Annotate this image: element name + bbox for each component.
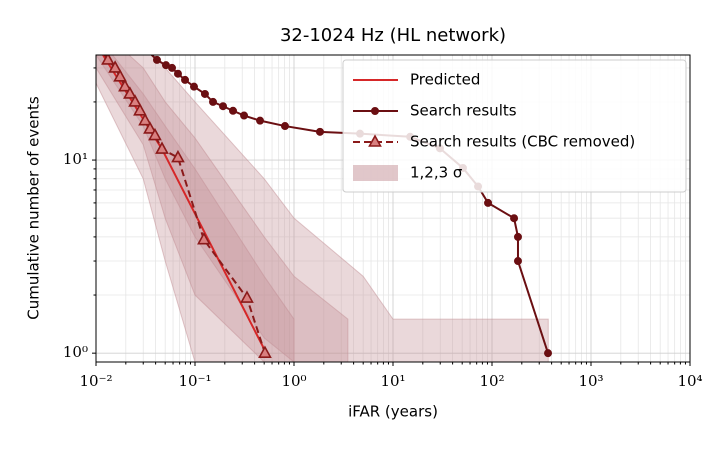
data-point bbox=[240, 290, 254, 303]
data-point bbox=[544, 349, 553, 358]
legend: Predicted Search results Search results (C… bbox=[342, 59, 687, 193]
data-point bbox=[228, 106, 237, 115]
x-tick-label: 10⁻² bbox=[79, 372, 112, 390]
y-tick-label: 10¹ bbox=[63, 150, 88, 168]
legend-label: 1,2,3 σ bbox=[410, 164, 463, 182]
data-point bbox=[152, 55, 161, 64]
data-point bbox=[155, 141, 169, 154]
data-point bbox=[189, 82, 198, 91]
data-point bbox=[148, 127, 162, 141]
data-point bbox=[143, 121, 157, 134]
data-point bbox=[219, 102, 228, 111]
data-point bbox=[118, 78, 132, 92]
data-point bbox=[197, 232, 211, 245]
data-point bbox=[173, 69, 182, 78]
axes: 10⁻² 10⁻¹ 10⁰ 10¹ 10² 10³ 10⁴ 10⁰ 10¹ bbox=[63, 67, 703, 390]
data-point bbox=[200, 89, 209, 98]
data-point bbox=[123, 86, 137, 99]
sigma-band bbox=[96, 55, 549, 362]
bands bbox=[96, 55, 549, 362]
data-point bbox=[280, 122, 289, 131]
data-point bbox=[113, 69, 127, 82]
data-point bbox=[181, 75, 190, 84]
x-tick-label: 10⁴ bbox=[677, 372, 702, 390]
y-axis-label: Cumulative number of events bbox=[25, 96, 43, 320]
legend-label: Predicted bbox=[410, 71, 480, 89]
data-point bbox=[138, 112, 152, 126]
legend-label: Search results (CBC removed) bbox=[410, 133, 635, 151]
sigma-band bbox=[96, 55, 295, 362]
data-point bbox=[209, 97, 218, 106]
data-point bbox=[101, 55, 115, 65]
legend-swatch bbox=[353, 165, 398, 181]
data-point bbox=[171, 149, 185, 163]
data-point bbox=[510, 214, 519, 223]
data-point bbox=[128, 94, 142, 107]
sigma-band bbox=[96, 55, 349, 362]
data-point bbox=[108, 60, 122, 73]
data-point bbox=[256, 116, 265, 125]
data-point bbox=[513, 232, 522, 241]
x-tick-label: 10⁻¹ bbox=[178, 372, 211, 390]
legend-label: Search results bbox=[410, 102, 517, 120]
legend-marker bbox=[368, 134, 382, 147]
data-point bbox=[133, 103, 147, 116]
y-tick-label: 10⁰ bbox=[63, 343, 88, 361]
legend-marker bbox=[371, 107, 379, 115]
data-point bbox=[240, 111, 249, 120]
data-point bbox=[315, 127, 324, 136]
legend-box bbox=[342, 59, 687, 193]
data-point bbox=[258, 345, 272, 358]
x-axis-label: iFAR (years) bbox=[348, 403, 438, 421]
chart-title: 32-1024 Hz (HL network) bbox=[280, 25, 506, 46]
x-tick-label: 10⁰ bbox=[281, 372, 306, 390]
data-point bbox=[484, 198, 493, 207]
x-tick-label: 10² bbox=[479, 372, 504, 390]
data-point bbox=[513, 257, 522, 266]
x-tick-label: 10³ bbox=[578, 372, 603, 390]
x-tick-label: 10¹ bbox=[380, 372, 405, 390]
data-point bbox=[168, 63, 177, 72]
